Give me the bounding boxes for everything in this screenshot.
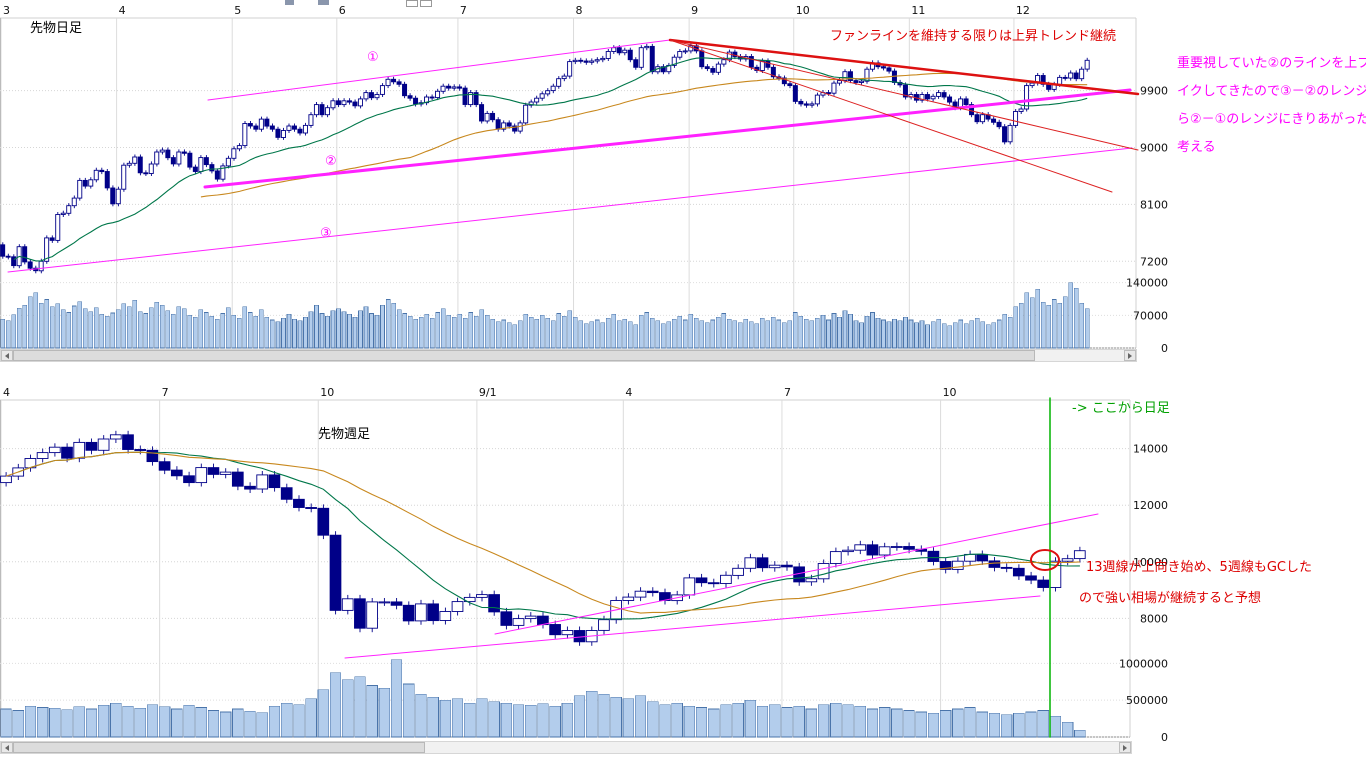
x-axis-label: 4: [119, 4, 126, 17]
scroll-left-icon: [5, 744, 9, 751]
weekly-volume-bars: [0, 659, 1086, 738]
y-axis-label: 7200: [1140, 255, 1168, 268]
golden-cross-note-line2: ので強い相場が継続すると予想: [1079, 591, 1262, 606]
y-axis-label: 14000: [1133, 443, 1168, 456]
daily-trend-lines: [7, 38, 1140, 273]
daily-ma25-line: [13, 57, 1088, 262]
x-axis-label: 10: [320, 386, 334, 399]
x-axis-label: 8: [576, 4, 583, 17]
weekly-candles: [0, 430, 1086, 646]
x-axis-label: 10: [943, 386, 957, 399]
volume-axis-label: 0: [1161, 731, 1168, 744]
y-axis-label: 9000: [1140, 142, 1168, 155]
scroll-right-icon: [1123, 744, 1127, 751]
daily-scrollbar-thumb[interactable]: [13, 350, 1035, 361]
range-shift-note-line1: 重要視していた②のラインを上ブレ: [1177, 56, 1366, 71]
toolbar-fragment[interactable]: [406, 0, 418, 7]
fan-label-1: ①: [367, 50, 379, 65]
x-axis-label: 3: [3, 4, 10, 17]
toolbar-fragment[interactable]: [318, 0, 329, 5]
daily-ma75-line: [200, 72, 1088, 198]
y-axis-label: 10000: [1133, 556, 1168, 569]
toolbar-fragment[interactable]: [420, 0, 432, 7]
daily-chart-title: 先物日足: [30, 21, 83, 36]
y-axis-label: 8100: [1140, 198, 1168, 211]
weekly-ma13-line: [18, 451, 1080, 620]
volume-axis-label: 0: [1161, 342, 1168, 355]
x-axis-label: 4: [625, 386, 632, 399]
x-axis-label: 7: [784, 386, 791, 399]
fan-label-2: ②: [325, 154, 337, 169]
weekly-scrollbar[interactable]: [0, 741, 1132, 754]
scroll-left-icon: [5, 352, 9, 359]
weekly-scrollbar-thumb[interactable]: [13, 742, 425, 753]
daily-scrollbar[interactable]: [0, 349, 1137, 362]
y-axis-label: 8000: [1140, 612, 1168, 625]
range-shift-note-line4: 考える: [1177, 140, 1216, 155]
weekly-scroll-right-button[interactable]: [1119, 742, 1131, 753]
range-shift-note-line3: ら②－①のレンジにきりあがったと: [1177, 112, 1366, 127]
volume-axis-label: 500000: [1126, 694, 1168, 707]
y-axis-label: 12000: [1133, 499, 1168, 512]
weekly-chart-title: 先物週足: [318, 427, 371, 442]
y-axis-label: 9900: [1140, 85, 1168, 98]
x-axis-label: 12: [1016, 4, 1030, 17]
fan-line-note: ファンラインを維持する限りは上昇トレンド継続: [830, 29, 1117, 44]
x-axis-label: 7: [162, 386, 169, 399]
x-axis-label: 7: [460, 4, 467, 17]
x-axis-label: 11: [911, 4, 925, 17]
daily-chart: 9900 9000 8100 7200 140000 70000 0 3 4 5 6 7 8 9 10 11 1…: [0, 4, 1168, 355]
toolbar-fragment[interactable]: [285, 0, 294, 5]
range-shift-note-line2: イクしてきたので③－②のレンジか: [1177, 84, 1366, 99]
daily-from-here-note: -> ここから日足: [1072, 401, 1170, 416]
golden-cross-circle: [1030, 549, 1060, 571]
x-axis-label: 4: [3, 386, 10, 399]
x-axis-label: 5: [234, 4, 241, 17]
daily-scroll-right-button[interactable]: [1124, 350, 1136, 361]
weekly-chart: 14000 12000 10000 8000 1000000 500000 0 4 7 10 9/1…: [0, 386, 1168, 744]
weekly-scroll-left-button[interactable]: [1, 742, 13, 753]
weekly-ma26-line: [5, 451, 1080, 614]
daily-scroll-left-button[interactable]: [1, 350, 13, 361]
daily-candles: [0, 43, 1090, 274]
fan-label-3: ③: [320, 226, 332, 241]
range-shift-note: 重要視していた②のラインを上ブレ イクしてきたので③－②のレンジか ら②－①のレ…: [1177, 50, 1366, 162]
x-axis-label: 6: [339, 4, 346, 17]
x-axis-label: 9: [691, 4, 698, 17]
volume-axis-label: 1000000: [1119, 657, 1168, 670]
x-axis-label: 10: [796, 4, 810, 17]
weekly-trend-lines: [344, 397, 1099, 738]
daily-volume-bars: [0, 282, 1090, 349]
scroll-right-icon: [1128, 352, 1132, 359]
daily-gridlines: 9900 9000 8100 7200 140000 70000 0 3 4 5 6 7 8 9 10 11 1…: [0, 4, 1168, 355]
golden-cross-note-line1: 13週線が上向き始め、5週線もGCした: [1086, 560, 1312, 575]
x-axis-label: 9/1: [479, 386, 497, 399]
volume-axis-label: 140000: [1126, 277, 1168, 290]
volume-axis-label: 70000: [1133, 309, 1168, 322]
